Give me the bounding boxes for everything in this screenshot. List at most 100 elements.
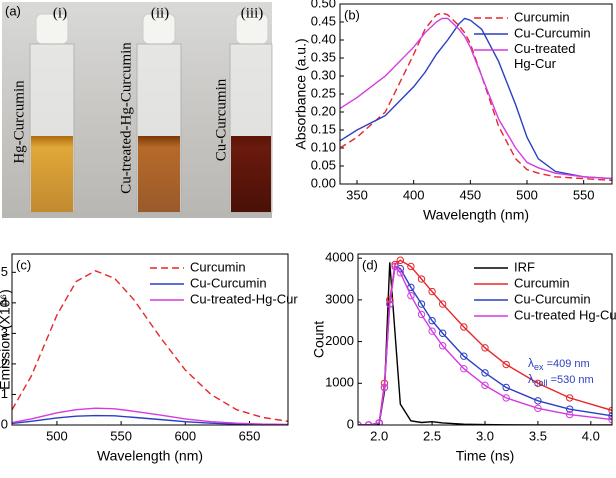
legend-label: IRF [514, 259, 535, 274]
panel-label: (d) [362, 257, 378, 272]
x-axis-label: Time (ns) [456, 448, 515, 464]
x-tick-label: 600 [174, 428, 196, 443]
series-line [12, 270, 288, 423]
data-point [481, 381, 489, 390]
data-point [407, 292, 415, 300]
legend-label: Cu-Curcumin [514, 291, 591, 306]
data-point [481, 369, 489, 377]
y-tick-label: 5 [1, 264, 8, 279]
y-tick-label: 0.35 [311, 49, 336, 64]
plot-frame [357, 253, 613, 426]
data-point [391, 262, 399, 271]
panel-label: (b) [344, 7, 360, 22]
series-line [12, 407, 288, 425]
data-point [460, 364, 468, 373]
y-tick-label: 0.05 [311, 157, 336, 172]
chart-panel: 2.0 2.5 3.0 3.5 4.0 0 1000 2000 3000 4000 Time (ns… [311, 250, 616, 464]
legend-label: Cu-treated Hg-Cur [514, 41, 575, 71]
cuvette [229, 13, 273, 213]
data-point [534, 379, 542, 387]
x-tick-label: 650 [239, 428, 261, 443]
x-tick-label: 550 [110, 428, 132, 443]
x-tick-label: 350 [346, 187, 368, 202]
y-tick-label: 2000 [325, 333, 354, 348]
data-point [380, 383, 389, 392]
y-axis-label: Count [311, 321, 327, 358]
panel-label: (c) [16, 257, 31, 272]
y-tick-label: 4000 [325, 250, 354, 265]
series-line [12, 414, 288, 425]
y-tick-label: 0.25 [311, 85, 336, 100]
y-tick-label: 0 [347, 416, 354, 431]
annotation-text: =530 nm [548, 374, 594, 386]
data-point [502, 360, 510, 369]
y-tick-label: 0.50 [311, 0, 336, 10]
data-point [460, 323, 468, 331]
data-point [428, 287, 436, 296]
x-axis-label: Wavelength (nm) [423, 207, 529, 223]
data-point [428, 327, 436, 335]
data-point [460, 352, 468, 360]
plot-frame [339, 3, 613, 185]
y-tick-label: 0.40 [311, 31, 336, 46]
y-tick-label: 0 [1, 416, 8, 431]
legend-label: Curcumin [190, 259, 246, 274]
x-tick-label: 400 [403, 187, 425, 202]
data-point [396, 256, 405, 264]
legend-label: Cu-treated Hg-Cur [514, 307, 616, 322]
y-tick-label: 0.10 [311, 139, 336, 154]
y-tick-label: 0.20 [311, 103, 336, 118]
data-point [534, 404, 542, 413]
annotation-symbol: λ [528, 356, 534, 370]
legend-label: Curcumin [514, 275, 570, 290]
data-point [417, 275, 426, 283]
y-tick-label: 2 [1, 355, 8, 370]
legend-label: Cu-Curcumin [514, 25, 591, 40]
data-point [481, 344, 489, 352]
data-point [417, 310, 426, 319]
chart-panel: 350 400 450 500 550 0.00 0.05 0.10 0.15 0.20 0.25 0… [293, 0, 613, 223]
series-line [358, 264, 612, 425]
data-point [417, 300, 426, 308]
sample-label: Cu-Curcumin [213, 78, 229, 161]
annotation: λex =409 nm [528, 356, 590, 372]
data-point [565, 394, 574, 402]
sample-index: (i) [53, 5, 67, 21]
x-tick-label: 4.0 [582, 428, 600, 443]
legend-label: Curcumin [514, 9, 570, 24]
sample-label: Hg-Curcumin [11, 80, 27, 164]
annotation-symbol: λ [528, 372, 534, 386]
panel-label: (a) [5, 3, 21, 18]
x-tick-label: 500 [516, 187, 538, 202]
y-tick-label: 0.30 [311, 67, 336, 82]
sample-index: (iii) [241, 5, 264, 21]
data-point [375, 419, 383, 425]
y-tick-label: 4 [1, 294, 8, 309]
chart-panel: 500 550 600 650 0 1 2 3 4 5 Wavelength (nm) Emissio… [0, 253, 298, 464]
data-point [502, 383, 510, 392]
y-tick-label: 3 [1, 325, 8, 340]
y-tick-label: 1 [1, 386, 8, 401]
data-point [386, 300, 394, 308]
x-tick-label: 3.5 [529, 428, 547, 443]
annotation-text: =409 nm [544, 358, 590, 370]
series-line [340, 12, 612, 182]
plot-frame [11, 253, 289, 426]
data-point [438, 329, 447, 337]
annotation: λcoll =530 nm [528, 372, 594, 388]
data-point [407, 262, 415, 271]
legend-label: Cu-treated-Hg-Cur [190, 291, 298, 306]
series-line [358, 262, 612, 425]
x-axis-label: Wavelength (nm) [97, 448, 203, 464]
x-tick-label: 500 [46, 428, 68, 443]
y-tick-label: 3000 [325, 291, 354, 306]
data-point [438, 342, 447, 350]
data-point [502, 394, 510, 402]
y-axis-label: Emission (X10⁶) [0, 289, 13, 390]
y-tick-label: 0.00 [311, 175, 336, 190]
annotation-sub: ex [534, 362, 544, 372]
x-tick-label: 2.0 [370, 428, 388, 443]
data-point [428, 317, 436, 325]
data-point [534, 397, 542, 405]
